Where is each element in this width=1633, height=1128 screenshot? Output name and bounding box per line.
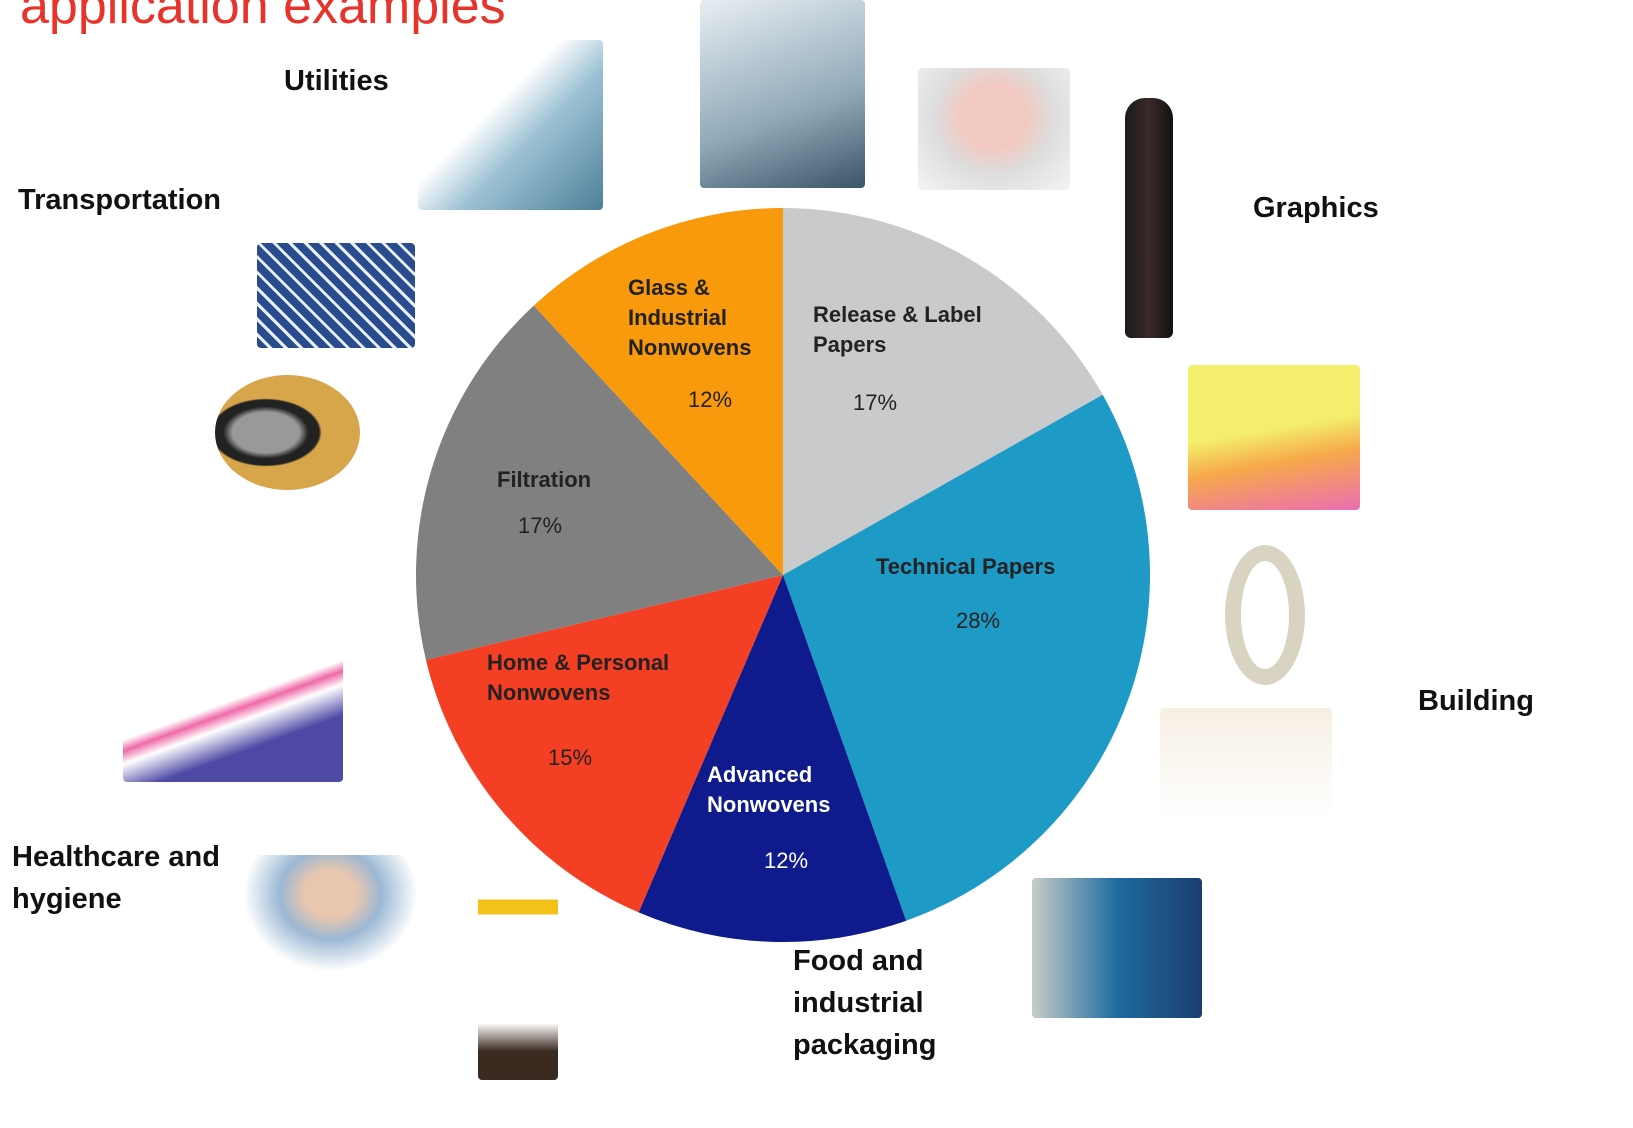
image <box>918 68 1070 190</box>
slice-label: Home & Personal Nonwovens <box>487 650 670 705</box>
image <box>1125 98 1173 338</box>
slice-label: Advanced Nonwovens <box>707 762 831 817</box>
value-label: 12% <box>763 848 809 873</box>
pie-slice <box>638 575 907 942</box>
application-label: Transportation <box>18 184 222 216</box>
image <box>700 0 865 188</box>
image <box>215 375 360 490</box>
image <box>418 40 603 210</box>
application-label: Building <box>1418 685 1534 717</box>
image <box>1188 365 1360 510</box>
image <box>1160 708 1332 864</box>
application-label: Food and industrial packaging <box>793 945 937 1061</box>
image <box>257 243 415 348</box>
pie-slice <box>783 394 1150 921</box>
image <box>1032 878 1202 1018</box>
slice-label: Release & Label Papers <box>813 302 982 357</box>
slide-title: application examples <box>20 0 506 35</box>
value-label: 15% <box>547 745 593 770</box>
pie-slice <box>533 208 783 575</box>
application-label: Graphics <box>1253 192 1379 224</box>
application-label: Utilities <box>284 65 389 97</box>
value-label: 17% <box>517 513 563 538</box>
application-label: Healthcare and hygiene <box>12 841 220 915</box>
value-label: 17% <box>852 390 898 415</box>
value-label: 12% <box>687 387 733 412</box>
value-label: 28% <box>955 608 1001 633</box>
slice-label: Filtration <box>497 467 592 492</box>
image <box>123 640 343 782</box>
pie-slice <box>416 305 783 660</box>
slice-label: Technical Papers <box>876 554 1056 579</box>
slice-label: Glass & Industrial Nonwovens <box>628 275 752 360</box>
image <box>228 855 433 985</box>
pie-slice <box>425 575 783 913</box>
image <box>478 890 558 1080</box>
pie-slice <box>783 208 1103 575</box>
